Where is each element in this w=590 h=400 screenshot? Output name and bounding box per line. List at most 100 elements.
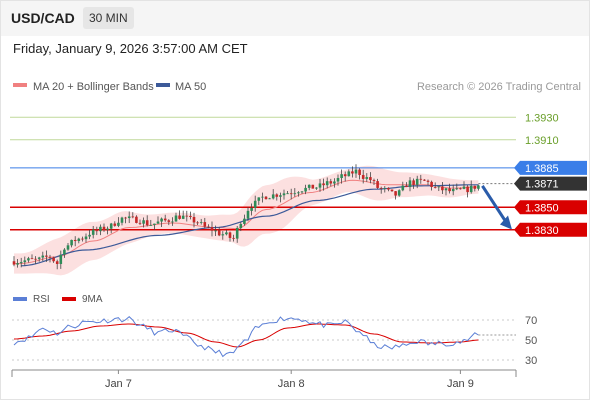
candle-body [354, 169, 358, 174]
candle-body [142, 220, 145, 224]
candle-body [117, 222, 120, 226]
candle-body [185, 215, 189, 217]
rsi-panel: 70 50 30 [12, 315, 537, 367]
candle-body [145, 220, 149, 226]
candle-body [462, 186, 466, 189]
candle-body [210, 227, 214, 231]
candle-body [203, 222, 207, 227]
candle-body [261, 196, 264, 198]
legend-label-ma50: MA 50 [175, 81, 206, 93]
level-tag-1.3885 [514, 160, 587, 175]
candle-body [124, 217, 127, 219]
candle-body [95, 229, 99, 232]
candle-body [41, 255, 45, 258]
candle-body [387, 187, 390, 190]
candle-body [271, 194, 275, 199]
x-tick-label: Jan 8 [278, 378, 305, 390]
candle-body [358, 169, 361, 175]
candle-body [120, 217, 124, 223]
candle-body [109, 223, 113, 229]
candle-body [174, 215, 178, 222]
candle-body [70, 239, 73, 246]
candle-body [397, 190, 401, 196]
candle-body [347, 171, 351, 177]
candle-body [106, 228, 109, 230]
candle-body [91, 229, 95, 235]
candle-body [239, 223, 243, 229]
candle-body [412, 180, 415, 185]
candle-body [207, 226, 210, 228]
candle-body [131, 216, 135, 218]
legend-label-rsi: RSI [33, 294, 50, 305]
candle-body [181, 215, 185, 219]
legend-swatch-rsi [13, 297, 27, 301]
ma20-line [14, 179, 479, 264]
candle-body [156, 221, 160, 224]
level-label-1.3871: 1.3871 [525, 179, 559, 191]
candle-body [268, 198, 271, 200]
pair-title: USD/CAD [11, 10, 75, 26]
candle-body [437, 186, 441, 188]
candles [12, 164, 480, 270]
candle-body [390, 189, 394, 192]
candle-body [383, 187, 387, 189]
research-credit: Research © 2026 Trading Central [417, 81, 581, 93]
rsi-line [13, 316, 479, 358]
candle-body [282, 193, 286, 196]
candle-body [365, 177, 369, 179]
rsi-tick-70: 70 [525, 315, 537, 327]
candle-body [45, 255, 48, 257]
candle-body [379, 187, 383, 189]
candle-body [88, 234, 91, 237]
candle-body [336, 178, 340, 182]
x-tick-label: Jan 7 [105, 378, 132, 390]
candle-body [369, 177, 372, 181]
candle-body [448, 188, 451, 192]
candle-body [48, 256, 52, 258]
candle-body [300, 191, 304, 193]
candle-body [192, 216, 196, 223]
candle-body [477, 185, 480, 189]
candle-body [19, 262, 23, 264]
candle-body [408, 180, 412, 188]
candle-body [23, 260, 27, 263]
candle-body [52, 257, 55, 262]
candle-body [469, 185, 473, 193]
candle-body [160, 218, 163, 222]
candle-body [196, 222, 199, 224]
level-tag-1.3830 [514, 222, 587, 237]
rsi-9ma-line [13, 323, 479, 348]
candle-body [325, 181, 329, 186]
candle-body [55, 261, 59, 264]
timeframe-badge[interactable]: 30 MIN [83, 7, 134, 29]
x-tick-label: Jan 9 [447, 378, 474, 390]
projection-arrow-head [500, 215, 512, 230]
x-axis-ticks: Jan 7 Jan 8 Jan 9 [105, 370, 474, 390]
candle-body [235, 228, 239, 239]
candle-body [333, 181, 336, 184]
candle-body [77, 238, 81, 242]
header-bar: USD/CAD 30 MIN [0, 0, 590, 36]
rsi-tick-30: 30 [525, 355, 537, 367]
candle-body [394, 191, 397, 196]
candle-body [199, 222, 203, 223]
chart-datetime: Friday, January 9, 2026 3:57:00 AM CET [13, 41, 248, 56]
candle-body [311, 184, 315, 189]
projection-arrow-shaft [481, 185, 509, 225]
candle-body [415, 178, 419, 185]
candle-body [318, 183, 322, 188]
candle-body [423, 179, 426, 181]
candle-body [253, 200, 257, 208]
candle-body [451, 189, 455, 192]
candle-body [27, 258, 30, 261]
candle-body [102, 226, 106, 230]
candle-body [99, 226, 102, 232]
candle-body [221, 234, 225, 236]
level-tag-1.3850 [514, 200, 587, 215]
candle-body [361, 174, 365, 179]
candle-body [433, 186, 437, 188]
candle-body [149, 224, 153, 226]
candle-body [401, 185, 405, 191]
